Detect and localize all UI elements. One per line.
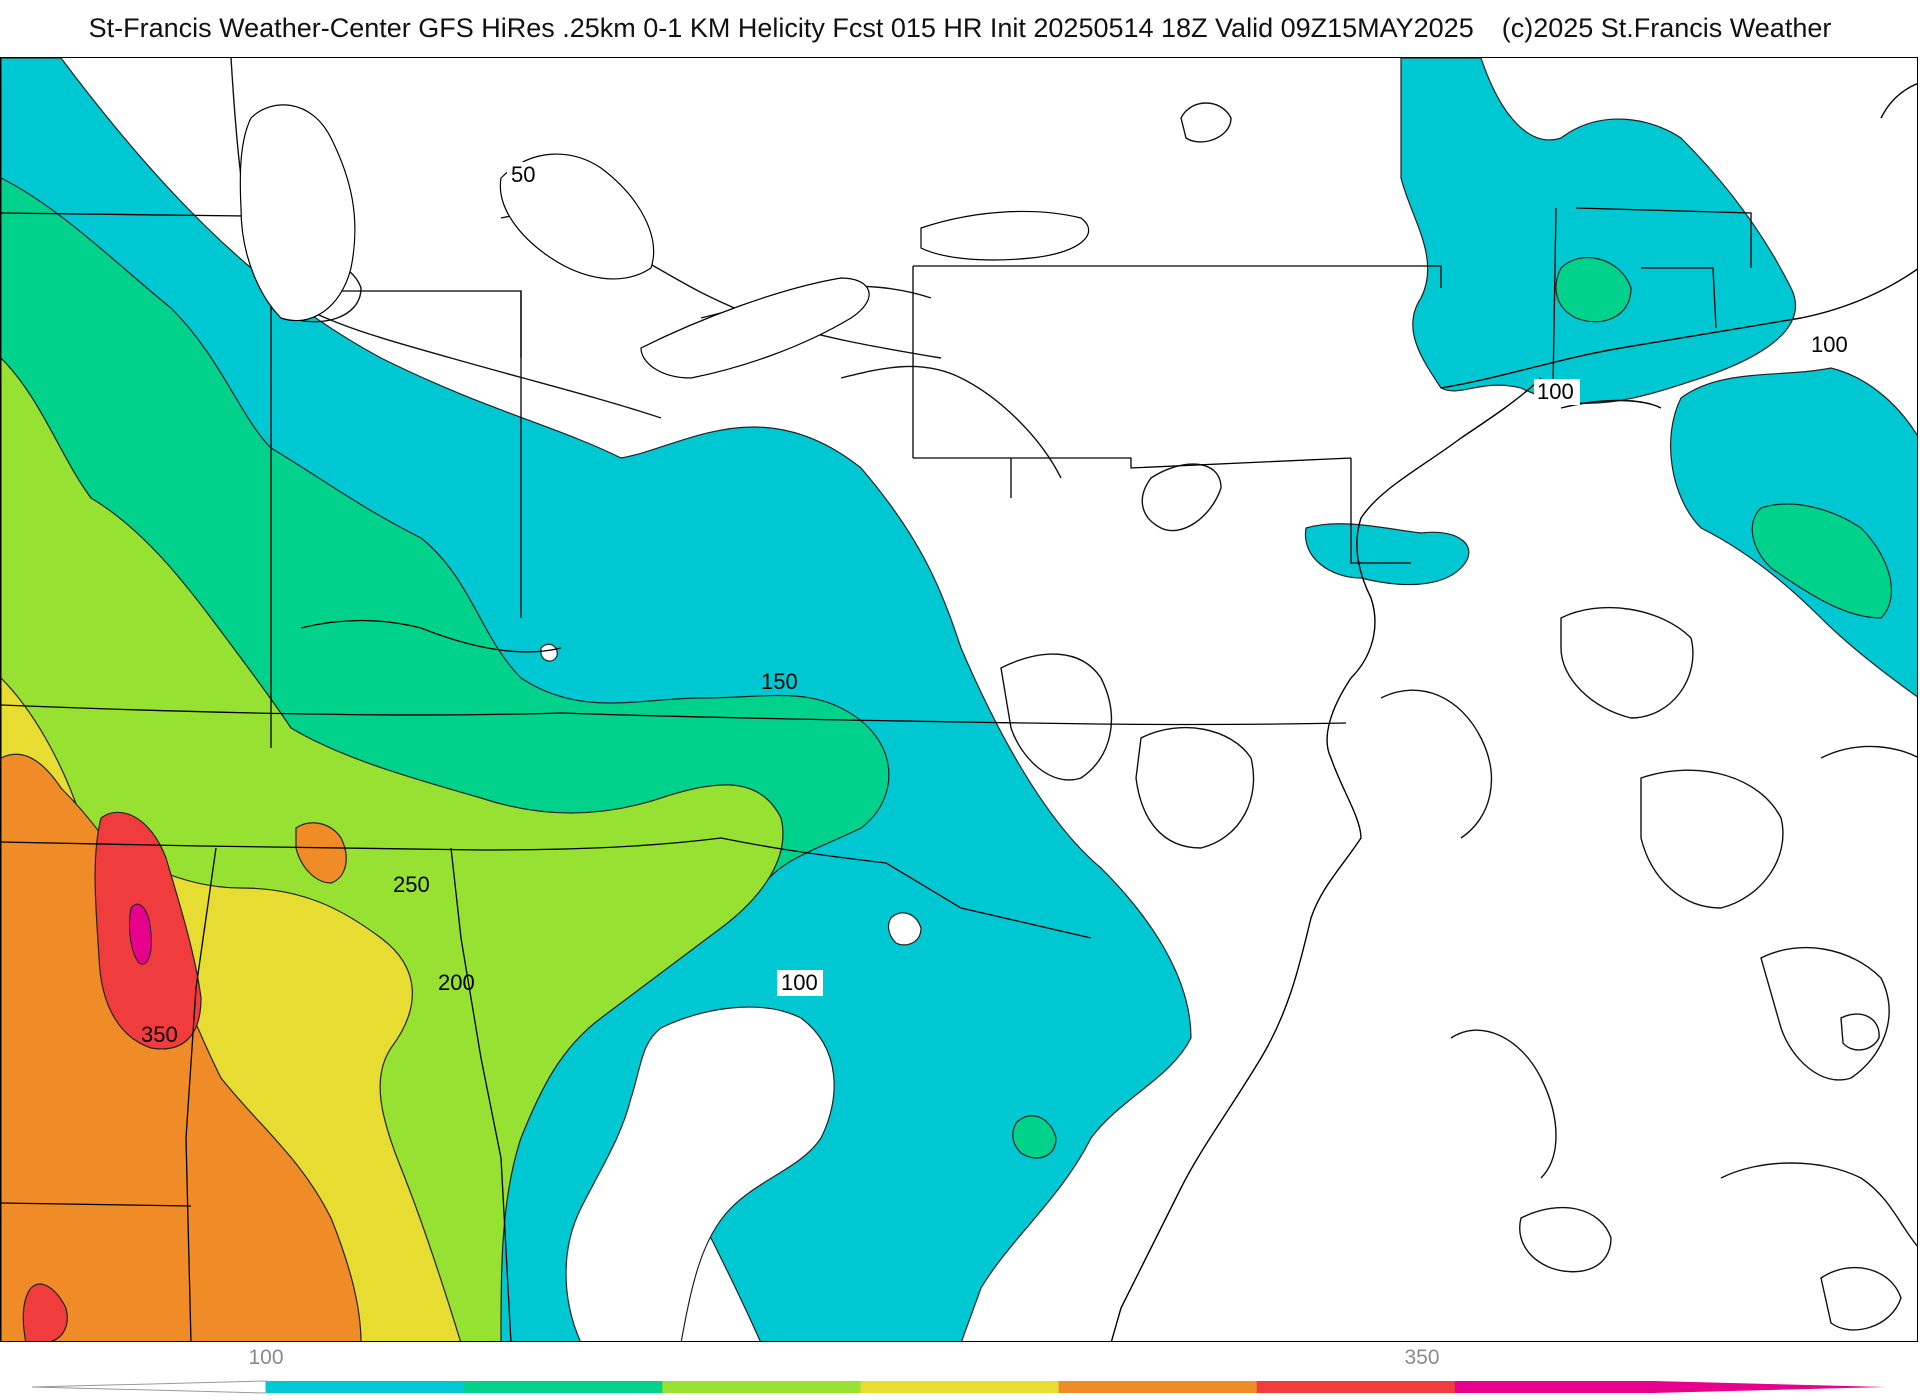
contour-label-100-south: 100 [777, 970, 823, 996]
great-lakes [239, 104, 1090, 379]
legend-tick-100: 100 [248, 1346, 284, 1369]
helicity-region-100-delmarva [1304, 523, 1470, 586]
helicity-region-100-northeast [1400, 58, 1797, 404]
contour-label-100-ocean: 100 [1808, 332, 1854, 358]
helicity-region-150-ny [1555, 257, 1632, 323]
svg-text:250: 250 [393, 872, 430, 897]
helicity-region-350-b [22, 1283, 68, 1341]
helicity-region-300 [1, 753, 362, 1341]
helicity-hole-carolinas [565, 1006, 835, 1341]
helicity-region-300-b [295, 822, 347, 884]
helicity-region-150-ocean [1751, 503, 1892, 619]
contour-label-250: 250 [393, 872, 430, 897]
svg-text:200: 200 [438, 970, 475, 995]
legend-segment [860, 1381, 1059, 1393]
legend-segment [1256, 1381, 1456, 1393]
map-header: St-Francis Weather-Center GFS HiRes .25k… [0, 0, 1920, 56]
helicity-region-150-sc [1012, 1115, 1057, 1159]
svg-text:350: 350 [141, 1022, 178, 1047]
lake-michigan [239, 104, 356, 322]
legend-tick-350: 350 [1404, 1346, 1440, 1369]
contour-label-100-ny: 100 [1534, 379, 1580, 405]
map-credit: (c)2025 St.Francis Weather [1501, 12, 1832, 43]
legend-segment [1058, 1381, 1258, 1393]
lake-erie [640, 277, 870, 379]
helicity-region-400 [128, 903, 152, 965]
legend-segment [662, 1381, 861, 1393]
svg-text:50: 50 [511, 162, 535, 187]
helicity-hole-virginia [887, 912, 922, 946]
map-canvas: 50 100 100 150 250 200 350 [1, 58, 1917, 1341]
svg-text:100: 100 [1811, 332, 1848, 357]
contour-label-200: 200 [438, 970, 475, 995]
color-legend: 100 350 [0, 1342, 1920, 1400]
coastline [1110, 83, 1917, 1341]
legend-segment [464, 1381, 663, 1393]
svg-text:150: 150 [761, 669, 798, 694]
legend-bar [31, 1380, 1886, 1394]
legend-segment [1454, 1381, 1654, 1393]
contour-label-group: 50 100 100 150 250 200 350 [141, 162, 1854, 1047]
helicity-hole-kentucky [540, 643, 558, 662]
legend-low-arrow [31, 1380, 267, 1394]
legend-high-arrow [1653, 1381, 1886, 1393]
helicity-map: 50 100 100 150 250 200 350 [0, 57, 1918, 1342]
contour-label-50: 50 [507, 162, 543, 188]
legend-segments [266, 1381, 1654, 1393]
legend-segment [266, 1381, 465, 1393]
contour-label-150: 150 [761, 669, 798, 694]
svg-text:100: 100 [781, 970, 818, 995]
lake-ontario [920, 210, 1090, 261]
map-title: St-Francis Weather-Center GFS HiRes .25k… [88, 12, 1474, 43]
svg-text:100: 100 [1537, 379, 1574, 404]
contour-label-350: 350 [141, 1022, 178, 1047]
